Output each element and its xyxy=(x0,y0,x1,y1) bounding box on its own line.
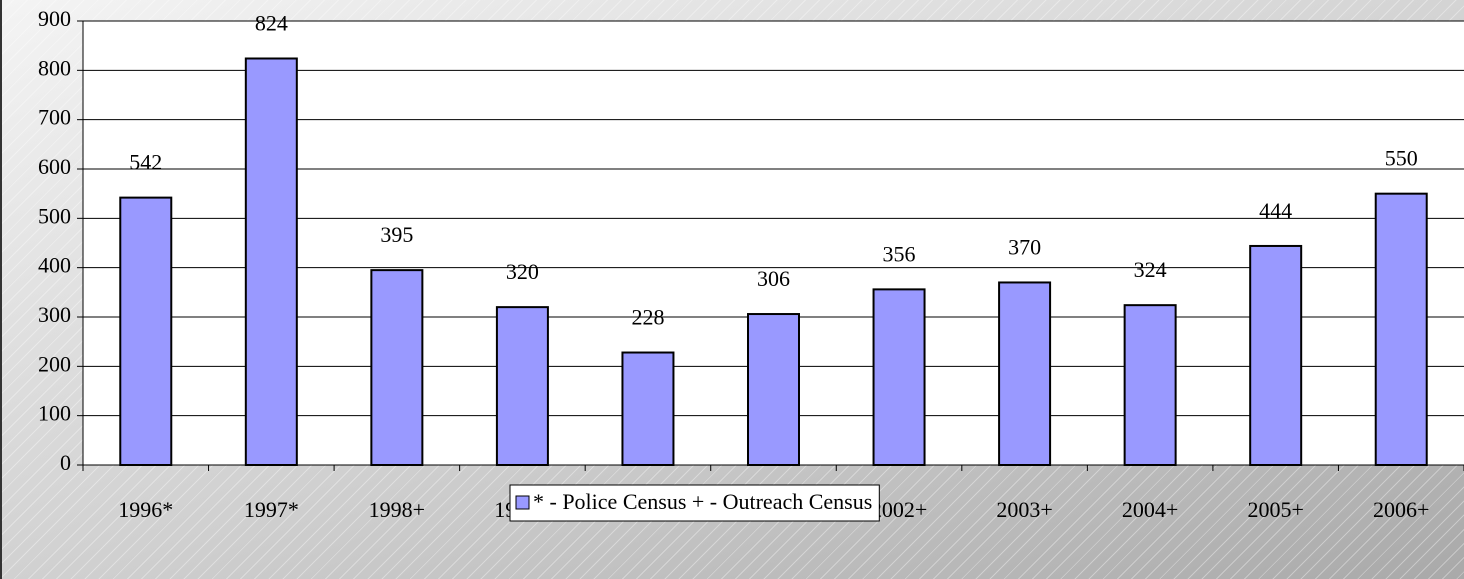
bar xyxy=(1374,192,1428,467)
x-tick-label: 2003+ xyxy=(996,497,1052,522)
bar xyxy=(747,313,800,467)
data-label: 395 xyxy=(380,222,413,247)
data-label: 542 xyxy=(129,150,162,175)
bar xyxy=(119,196,173,466)
legend-label: * - Police Census + - Outreach Census xyxy=(533,489,872,514)
x-tick-label: 2002+ xyxy=(871,497,927,522)
data-label: 824 xyxy=(255,11,288,36)
x-tick-label: 1997* xyxy=(244,497,299,522)
y-tick-label: 200 xyxy=(38,351,71,376)
bar xyxy=(1249,244,1303,466)
data-label: 320 xyxy=(506,259,539,284)
x-tick-label: 1996* xyxy=(118,497,173,522)
y-tick-label: 800 xyxy=(38,55,71,80)
y-tick-label: 400 xyxy=(38,253,71,278)
y-tick-label: 300 xyxy=(38,302,71,327)
x-tick-label: 1998+ xyxy=(369,497,425,522)
bar xyxy=(370,269,424,466)
y-tick-label: 100 xyxy=(38,401,71,426)
data-label: 306 xyxy=(757,266,790,291)
data-label: 356 xyxy=(883,241,916,266)
x-tick-label: 2006+ xyxy=(1373,497,1429,522)
bar xyxy=(244,57,298,466)
y-tick-label: 700 xyxy=(38,105,71,130)
y-tick-label: 0 xyxy=(60,450,71,475)
bar xyxy=(1123,304,1177,466)
y-tick-label: 500 xyxy=(38,203,71,228)
bar xyxy=(998,281,1052,467)
data-label: 370 xyxy=(1008,235,1041,260)
data-label: 550 xyxy=(1385,146,1418,171)
legend-swatch xyxy=(515,495,530,510)
legend-box xyxy=(509,484,880,522)
y-tick-label: 600 xyxy=(38,154,71,179)
bar xyxy=(621,351,675,466)
data-label: 444 xyxy=(1259,198,1292,223)
data-label: 228 xyxy=(631,305,664,330)
x-tick-label: 2004+ xyxy=(1122,497,1178,522)
bar xyxy=(495,306,549,466)
data-label: 324 xyxy=(1134,257,1167,282)
y-tick-label: 900 xyxy=(38,6,71,31)
x-tick-label: 2005+ xyxy=(1247,497,1303,522)
bar xyxy=(872,288,926,466)
